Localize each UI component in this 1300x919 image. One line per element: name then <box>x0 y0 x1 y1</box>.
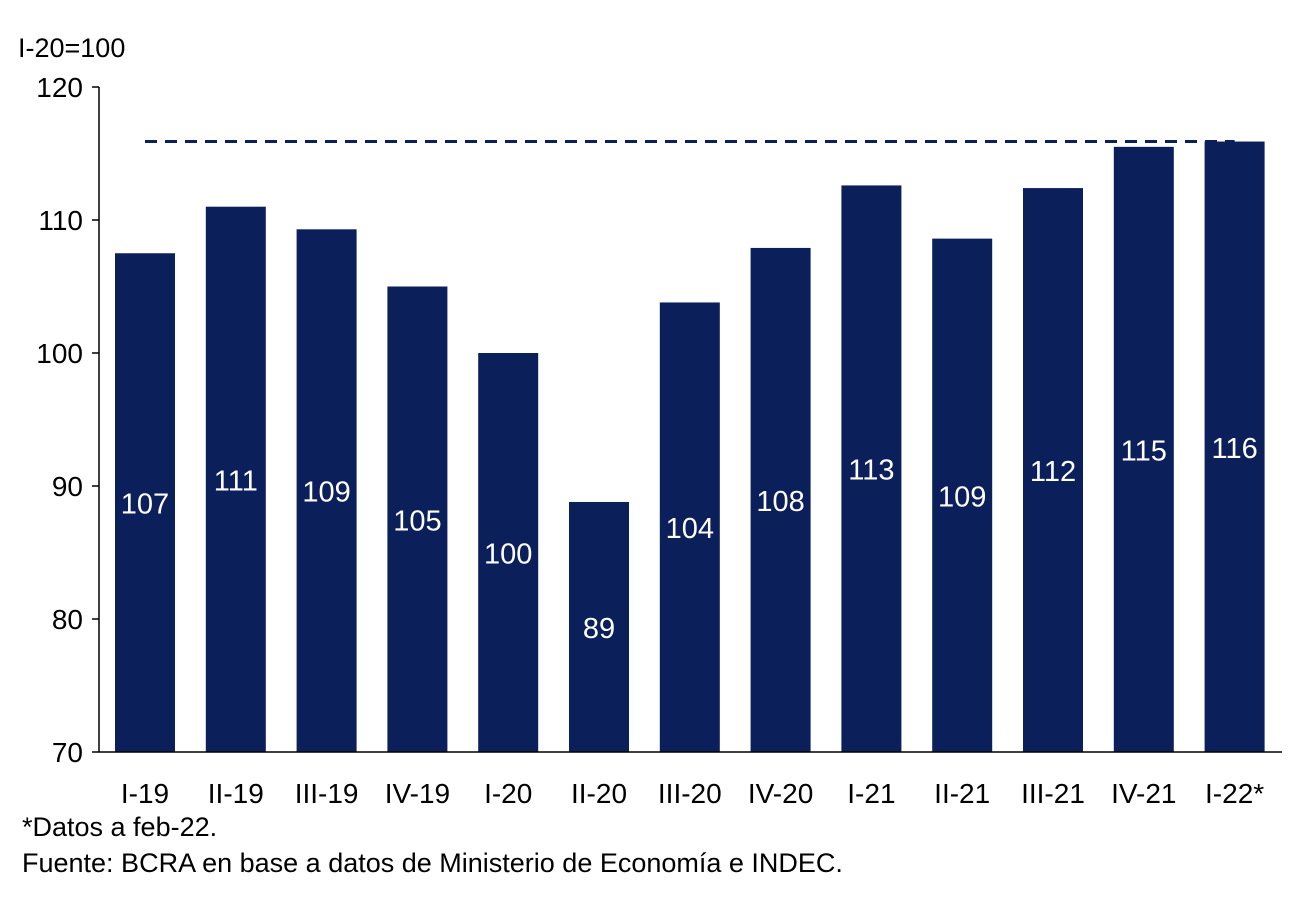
bar-value-label: 107 <box>121 489 169 521</box>
bar-value-label: 111 <box>214 465 258 497</box>
bar-value-label: 109 <box>302 477 350 509</box>
bar-value-label: 113 <box>848 455 894 487</box>
y-tick-label: 70 <box>52 737 83 768</box>
x-axis: I-19 II-19 III-19 IV-19 I-20 II-20 III-20 IV-20… <box>99 751 1282 809</box>
y-axis-unit-label: I-20=100 <box>18 33 125 63</box>
bar <box>1023 188 1083 752</box>
bar-value-label: 105 <box>393 505 441 537</box>
bar-value-label: 115 <box>1121 435 1167 467</box>
x-tick-label: III-20 <box>658 778 722 809</box>
bar-value-label: 112 <box>1030 456 1076 488</box>
bar-value-label: 100 <box>484 539 532 571</box>
bar <box>750 247 811 752</box>
bar <box>841 185 902 753</box>
bar-value-label: 116 <box>1211 433 1257 465</box>
y-tick-label: 120 <box>36 72 83 103</box>
x-tick-label: I-22* <box>1205 778 1264 809</box>
bar <box>115 253 175 752</box>
bar <box>1113 146 1174 753</box>
bar <box>478 353 539 752</box>
bar <box>387 286 448 752</box>
footnote: *Datos a feb-22. <box>22 812 218 842</box>
x-tick-label: IV-19 <box>385 778 450 809</box>
bar <box>659 302 720 752</box>
x-tick-label: II-21 <box>934 778 990 809</box>
bar <box>205 206 266 752</box>
x-tick-label: I-19 <box>121 778 169 809</box>
y-tick-label: 100 <box>36 338 83 369</box>
bars: 107 111 109 105 100 89 104 108 113 109 112 115 116 <box>115 140 1265 753</box>
x-tick-label: II-20 <box>571 778 627 809</box>
x-tick-label: III-19 <box>295 778 359 809</box>
bar <box>569 501 629 752</box>
y-tick-label: 110 <box>38 205 83 236</box>
x-tick-label: IV-20 <box>748 778 813 809</box>
bar-value-label: 104 <box>666 513 714 545</box>
x-tick-label: III-21 <box>1021 778 1085 809</box>
x-tick-label: I-21 <box>847 778 895 809</box>
y-tick-label: 90 <box>52 471 83 502</box>
x-tick-label: II-19 <box>208 778 264 809</box>
bar-value-label: 89 <box>583 613 615 645</box>
bar-value-label: 109 <box>938 481 986 513</box>
y-axis: 70 80 90 100 110 120 <box>36 72 100 768</box>
bar <box>1204 141 1265 752</box>
x-tick-label: I-20 <box>484 778 532 809</box>
x-tick-label: IV-21 <box>1111 778 1176 809</box>
bar-value-label: 108 <box>756 486 804 518</box>
source-note: Fuente: BCRA en base a datos de Minister… <box>22 848 843 878</box>
y-tick-label: 80 <box>52 604 83 635</box>
bar <box>296 229 357 752</box>
bar <box>932 238 993 752</box>
